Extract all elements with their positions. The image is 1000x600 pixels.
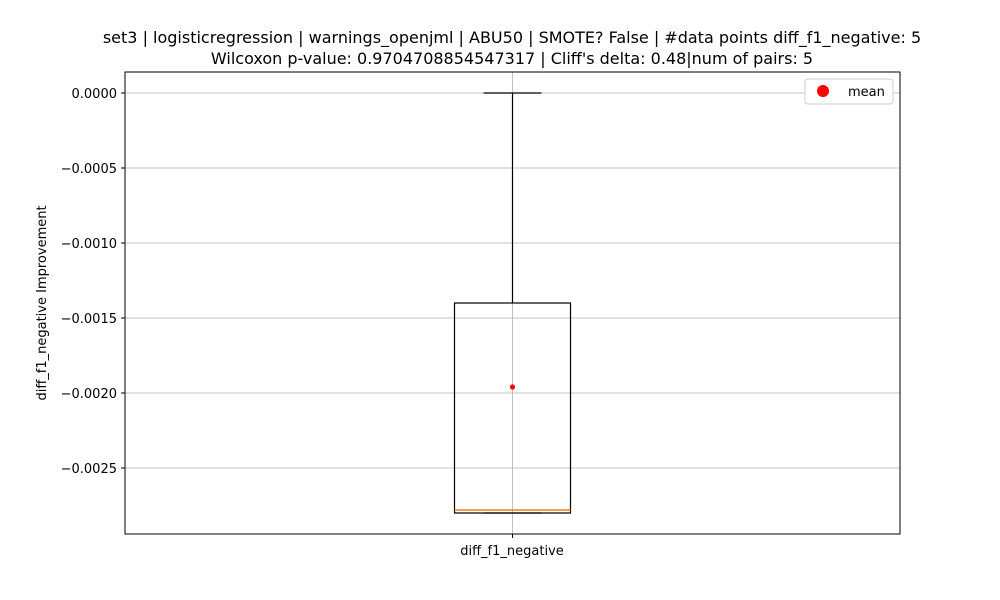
- y-tick-label: 0.0000: [72, 87, 118, 102]
- plot-frame: [124, 71, 901, 535]
- legend-mean-label: mean: [848, 85, 885, 100]
- mean-marker: [509, 384, 516, 390]
- chart-title-line2: Wilcoxon p-value: 0.9704708854547317 | C…: [211, 49, 813, 68]
- box-plot: [453, 92, 572, 514]
- legend-frame: [804, 78, 894, 105]
- iqr-box: [453, 302, 572, 514]
- x-tick-label: diff_f1_negative: [460, 544, 564, 559]
- legend-mean-marker: [817, 85, 829, 97]
- y-tick-label: −0.0025: [61, 462, 117, 477]
- y-axis-label: diff_f1_negative Improvement: [35, 205, 50, 400]
- y-tick-label: −0.0020: [61, 387, 117, 402]
- y-tick-label: −0.0005: [61, 162, 117, 177]
- legend: mean: [804, 78, 894, 105]
- y-axis-ticks: 0.0000 −0.0005 −0.0010 −0.0015 −0.0020 −0.002…: [61, 87, 513, 538]
- chart-title-line1: set3 | logisticregression | warnings_ope…: [103, 28, 921, 48]
- y-tick-label: −0.0010: [61, 237, 117, 252]
- y-tick-label: −0.0015: [61, 312, 117, 327]
